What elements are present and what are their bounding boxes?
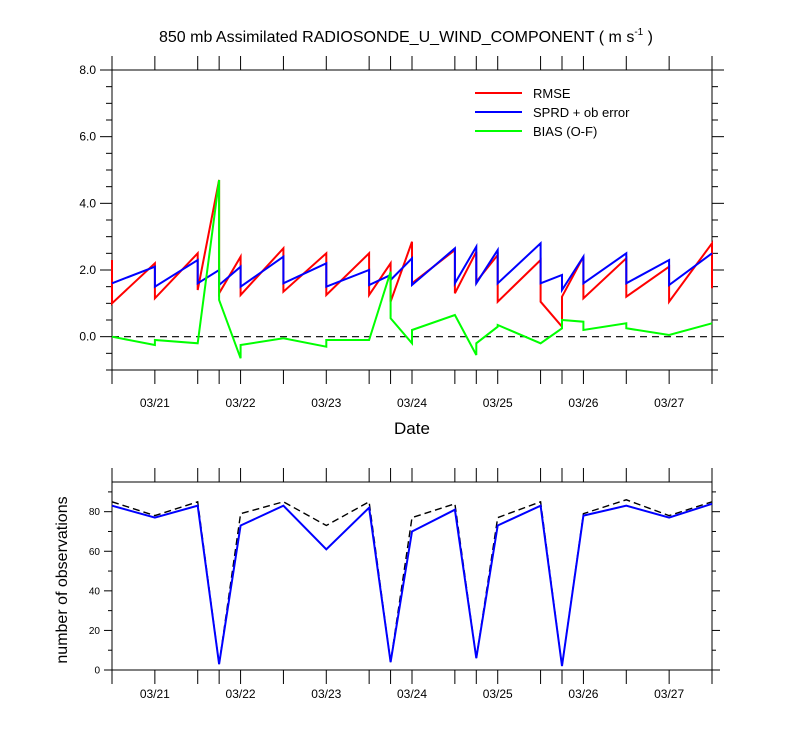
- legend: RMSE SPRD + ob error BIAS (O-F): [475, 86, 630, 139]
- y-tick-label: 8.0: [79, 63, 96, 77]
- y-tick-label: 6.0: [79, 130, 96, 144]
- y-tick-label: 40: [89, 586, 101, 597]
- x-tick-label: 03/27: [654, 687, 684, 701]
- y-tick-label: 2.0: [79, 263, 96, 277]
- x-tick-label: 03/23: [311, 687, 341, 701]
- legend-label: SPRD + ob error: [533, 105, 630, 120]
- legend-label: RMSE: [533, 86, 571, 101]
- y-tick-label: 80: [89, 507, 101, 518]
- y-tick-label: 4.0: [79, 196, 96, 210]
- y-tick-label: 20: [89, 626, 101, 637]
- x-tick-label: 03/27: [654, 396, 684, 410]
- x-tick-label: 03/26: [568, 687, 598, 701]
- x-tick-label: 03/21: [140, 396, 170, 410]
- x-tick-label: 03/24: [397, 396, 427, 410]
- x-tick-label: 03/22: [226, 396, 256, 410]
- y-axis-label-observations: number of observations: [54, 496, 71, 663]
- x-tick-label: 03/25: [483, 396, 513, 410]
- series-line-observations-possible: [111, 499, 713, 667]
- series-line-observations-used: [111, 502, 713, 667]
- x-tick-label: 03/26: [568, 396, 598, 410]
- y-tick-label: 60: [89, 547, 101, 558]
- x-axis-label: Date: [394, 419, 430, 438]
- x-tick-label: 03/25: [483, 687, 513, 701]
- legend-label: BIAS (O-F): [533, 124, 597, 139]
- y-tick-label: 0.0: [79, 330, 96, 344]
- x-tick-label: 03/21: [140, 687, 170, 701]
- y-tick-label: 0: [94, 666, 100, 677]
- top-plot-area: 0.0 2.0 4.0 6.0 8.0 03/21 03/22 03/23 03/24 03/25…: [79, 56, 724, 410]
- x-tick-label: 03/23: [311, 396, 341, 410]
- series-line-bias-o-f: [111, 179, 713, 359]
- bottom-plot-area: 0 20 40 60 80 03/21 03/22 03/23 03/24 03/25 03/26 0…: [89, 468, 720, 701]
- x-tick-label: 03/22: [226, 687, 256, 701]
- chart-title: 850 mb Assimilated RADIOSONDE_U_WIND_COM…: [159, 27, 653, 46]
- x-tick-label: 03/24: [397, 687, 427, 701]
- bottom-plot-frame: [111, 481, 713, 671]
